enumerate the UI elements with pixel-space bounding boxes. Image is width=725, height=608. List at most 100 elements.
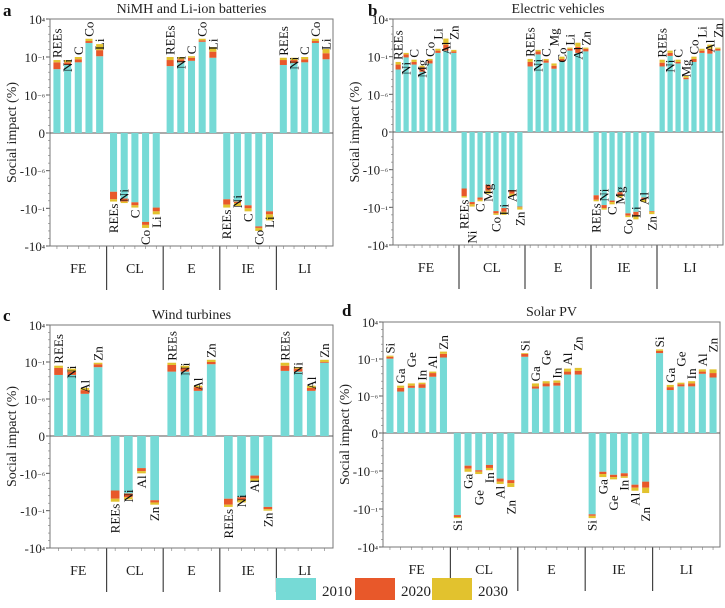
bar-2010-IE-Zn	[649, 132, 655, 212]
bar-2020-LI-Al	[698, 371, 706, 374]
bar-2010-FE-Ga	[397, 391, 405, 433]
bar-2020-E-C	[187, 57, 196, 61]
y-tick-label: 10⁴	[372, 12, 388, 27]
element-label: Ge	[673, 351, 688, 366]
bar-2010-CL-Ni	[123, 436, 133, 494]
bar-2030-FE-Zn	[451, 49, 457, 52]
bar-2030-FE-Ni	[403, 52, 409, 55]
bar-2010-E-In	[553, 385, 561, 433]
bar-2010-CL-Ni	[120, 133, 128, 199]
element-label: Mg	[547, 28, 562, 47]
bar-2030-E-Li	[209, 47, 217, 52]
y-tick-label: -10⁴	[368, 238, 388, 253]
bar-2010-IE-Al	[250, 436, 260, 476]
element-label: REEs	[457, 200, 472, 230]
y-tick-label: 10⁻¹	[25, 355, 46, 370]
bar-2010-CL-Zn	[150, 436, 159, 501]
bar-2010-E-Ni	[177, 62, 185, 133]
element-label: In	[684, 368, 699, 379]
bar-2030-LI-In	[688, 381, 696, 384]
y-tick-label: 10⁴	[362, 315, 378, 330]
bar-2020-FE-Al	[443, 44, 449, 51]
category-label: E	[547, 563, 556, 578]
bar-2020-FE-REEs	[54, 367, 63, 375]
bar-2030-CL-Co	[493, 213, 499, 215]
bar-2020-CL-Co	[493, 211, 499, 214]
bar-2020-LI-REEs	[280, 365, 290, 371]
bar-2010-LI-Al	[306, 390, 316, 436]
bar-2020-E-Ni	[180, 367, 190, 372]
category-label: CL	[475, 563, 493, 578]
panel-d: d Solar PV 10⁴ 10⁻¹ 10⁻⁶ 0 -10⁻⁶ -10⁻¹ -10⁴ Socia…	[338, 301, 721, 591]
element-label: Ni	[399, 62, 414, 75]
element-label: Ge	[606, 495, 621, 510]
bar-2020-E-REEs	[527, 61, 533, 67]
category-label: CL	[126, 564, 144, 579]
bar-2030-FE-C	[74, 57, 82, 60]
bar-2030-E-Zn	[583, 47, 589, 49]
bar-2020-CL-Li	[152, 207, 160, 212]
element-label: C	[407, 49, 422, 58]
bar-2020-LI-Ge	[677, 384, 685, 387]
bar-2030-FE-C	[411, 59, 417, 62]
y-tick-label: 10⁻⁶	[24, 88, 45, 103]
bar-2020-CL-Ni	[469, 202, 475, 205]
bar-2020-FE-Ni	[64, 62, 72, 65]
bar-2010-CL-C	[131, 133, 139, 203]
element-label: Ni	[173, 56, 188, 69]
bar-2010-E-C	[543, 62, 549, 133]
bar-2030-LI-Ni	[667, 50, 673, 53]
bar-2020-LI-Zn	[715, 48, 721, 51]
bar-2030-FE-Al	[429, 371, 437, 374]
bar-2010-FE-Co	[427, 63, 433, 132]
bar-2030-FE-REEs	[54, 365, 63, 368]
bar-2020-IE-Ni	[601, 205, 607, 209]
bar-2030-FE-Zn	[93, 362, 103, 365]
y-tick-label: 10⁴	[29, 12, 45, 27]
bar-2030-IE-Si	[588, 515, 596, 519]
element-label: Ni	[234, 494, 249, 507]
bar-2010-CL-REEs	[110, 133, 118, 192]
bar-2030-CL-Li	[152, 211, 160, 215]
bar-2010-FE-In	[418, 387, 426, 433]
bar-2010-LI-Zn	[715, 50, 721, 132]
element-label: Ni	[177, 362, 192, 375]
element-label: Ge	[539, 350, 554, 365]
bar-2020-IE-Co	[625, 213, 631, 216]
element-label: Ni	[291, 362, 306, 375]
category-label: E	[554, 261, 563, 276]
element-label: REEs	[106, 204, 121, 234]
bar-2020-FE-REEs	[53, 62, 61, 70]
bar-2020-CL-REEs	[461, 188, 467, 197]
bar-2020-IE-Si	[588, 514, 596, 516]
bar-2030-CL-C	[131, 205, 139, 208]
element-label: Zn	[503, 499, 518, 514]
bar-2020-FE-Ge	[407, 385, 415, 388]
element-label: Mg	[679, 59, 694, 78]
y-axis-label: Social impact (%)	[338, 384, 353, 485]
bar-2020-E-C	[543, 60, 549, 63]
bar-2010-E-Zn	[583, 51, 589, 132]
element-label: Al	[695, 353, 710, 366]
bar-2020-E-Ni	[177, 59, 185, 63]
element-label: Ni	[663, 59, 678, 72]
element-label: REEs	[655, 28, 670, 58]
bar-2030-CL-Ni	[469, 204, 475, 207]
bar-2030-E-Al	[575, 42, 581, 47]
y-tick-label: 0	[39, 126, 46, 141]
bar-2020-LI-Co	[691, 58, 697, 62]
bar-2030-CL-REEs	[110, 199, 118, 202]
bar-2020-FE-Ni	[403, 54, 409, 58]
bar-2020-IE-Li	[633, 211, 639, 216]
bar-2020-IE-In	[620, 473, 628, 477]
bar-2030-LI-Al	[698, 369, 706, 372]
bar-2010-FE-Zn	[93, 367, 103, 436]
bar-2020-CL-Ni	[123, 493, 133, 498]
y-tick-label: 10⁴	[29, 318, 45, 333]
bar-2020-FE-Ga	[397, 387, 405, 392]
bar-2010-LI-Co	[691, 61, 697, 132]
bar-2030-LI-REEs	[659, 59, 665, 63]
bar-2020-LI-Li	[322, 53, 330, 60]
bar-2030-IE-Zn	[649, 211, 655, 215]
element-label: C	[127, 210, 142, 219]
